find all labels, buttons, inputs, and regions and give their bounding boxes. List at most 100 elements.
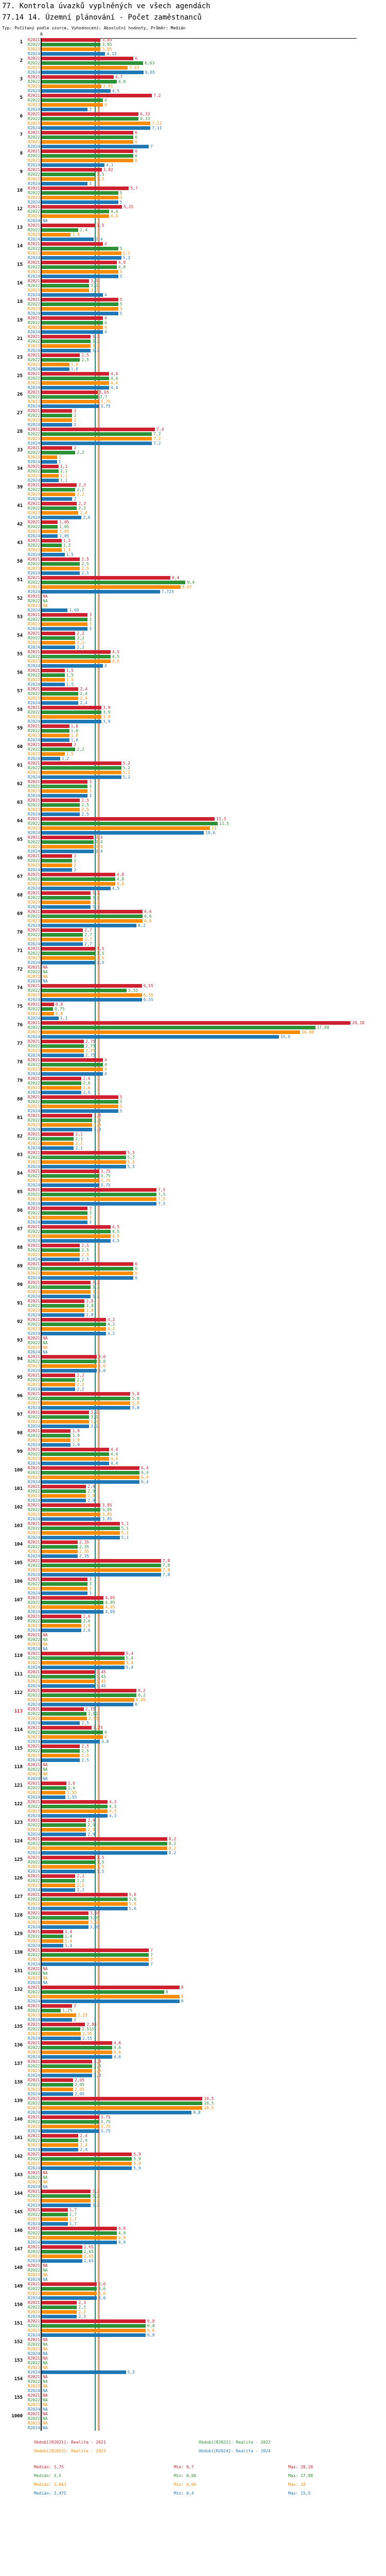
bar[interactable]	[42, 1239, 111, 1243]
bar[interactable]	[42, 2255, 82, 2258]
bar[interactable]	[42, 993, 142, 997]
bar[interactable]	[42, 483, 77, 487]
bar[interactable]	[42, 1054, 84, 1057]
bar[interactable]	[42, 1846, 167, 1850]
bar[interactable]	[42, 2009, 61, 2012]
bar[interactable]	[42, 335, 91, 338]
bar[interactable]	[42, 673, 65, 677]
bar[interactable]	[42, 2027, 80, 2031]
bar[interactable]	[42, 655, 111, 658]
bar[interactable]	[42, 511, 79, 515]
bar[interactable]	[42, 1285, 91, 1289]
bar[interactable]	[42, 247, 118, 250]
bar[interactable]	[42, 942, 83, 946]
bar[interactable]	[42, 553, 65, 556]
bar[interactable]	[42, 2055, 112, 2059]
bar[interactable]	[42, 1095, 118, 1099]
bar[interactable]	[42, 1907, 128, 1910]
bar[interactable]	[42, 395, 98, 399]
bar[interactable]	[42, 2213, 68, 2216]
bar[interactable]	[42, 233, 71, 236]
bar[interactable]	[42, 2236, 117, 2240]
bar[interactable]	[42, 340, 91, 343]
bar[interactable]	[42, 1935, 63, 1938]
bar[interactable]	[42, 1522, 120, 1526]
bar[interactable]	[42, 1471, 140, 1475]
bar[interactable]	[42, 854, 73, 858]
bar[interactable]	[42, 557, 80, 561]
bar[interactable]	[42, 2143, 79, 2147]
bar[interactable]	[42, 1290, 91, 1294]
bar[interactable]	[42, 771, 121, 774]
bar[interactable]	[42, 1911, 89, 1915]
bar[interactable]	[42, 2046, 112, 2049]
bar[interactable]	[42, 1819, 86, 1822]
bar[interactable]	[42, 928, 83, 932]
bar[interactable]	[42, 2241, 117, 2244]
bar[interactable]	[42, 349, 91, 352]
bar[interactable]	[42, 145, 149, 148]
bar[interactable]	[42, 1508, 101, 1512]
bar[interactable]	[42, 2310, 77, 2314]
bar[interactable]	[42, 1624, 82, 1628]
bar[interactable]	[42, 859, 73, 862]
bar[interactable]	[42, 1795, 66, 1799]
bar[interactable]	[42, 1304, 85, 1308]
bar[interactable]	[42, 822, 218, 825]
bar[interactable]	[42, 469, 59, 473]
bar[interactable]	[42, 952, 96, 955]
bar[interactable]	[42, 1105, 118, 1108]
bar[interactable]	[42, 502, 77, 505]
bar[interactable]	[42, 251, 121, 255]
bar[interactable]	[42, 1995, 180, 1998]
bar[interactable]	[42, 1740, 100, 1743]
bar[interactable]	[42, 2139, 79, 2142]
bar[interactable]	[42, 182, 88, 185]
bar[interactable]	[42, 1564, 161, 1567]
bar[interactable]	[42, 724, 69, 728]
bar[interactable]	[42, 659, 111, 663]
bar[interactable]	[42, 562, 80, 566]
bar[interactable]	[42, 692, 79, 696]
bar[interactable]	[42, 789, 88, 793]
bar[interactable]	[42, 1814, 108, 1818]
bar[interactable]	[42, 530, 58, 533]
bar[interactable]	[42, 228, 79, 232]
bar[interactable]	[42, 627, 88, 631]
bar[interactable]	[42, 1749, 80, 1753]
bar[interactable]	[42, 326, 103, 329]
bar[interactable]	[42, 358, 80, 362]
bar[interactable]	[42, 808, 80, 811]
bar[interactable]	[42, 1596, 104, 1600]
bar[interactable]	[42, 2018, 73, 2022]
bar[interactable]	[42, 409, 73, 413]
bar[interactable]	[42, 2092, 73, 2096]
bar[interactable]	[42, 636, 76, 640]
bar[interactable]	[42, 882, 115, 886]
bar[interactable]	[42, 177, 96, 181]
bar[interactable]	[42, 1689, 137, 1692]
bar[interactable]	[42, 1216, 88, 1219]
bar[interactable]	[42, 1897, 128, 1901]
bar[interactable]	[42, 1253, 80, 1257]
bar[interactable]	[42, 669, 65, 672]
bar[interactable]	[42, 1559, 161, 1563]
bar[interactable]	[42, 887, 111, 890]
bar[interactable]	[42, 149, 134, 153]
bar[interactable]	[42, 386, 109, 389]
bar[interactable]	[42, 140, 134, 144]
bar[interactable]	[42, 2190, 91, 2193]
bar[interactable]	[42, 2315, 77, 2318]
bar[interactable]	[42, 896, 91, 900]
bar[interactable]	[42, 2301, 77, 2304]
bar[interactable]	[42, 2245, 82, 2249]
bar[interactable]	[42, 1545, 78, 1549]
bar[interactable]	[42, 1309, 85, 1312]
bar[interactable]	[42, 919, 143, 923]
bar[interactable]	[42, 2227, 117, 2230]
bar[interactable]	[42, 1587, 88, 1590]
bar[interactable]	[42, 1986, 180, 1989]
bar[interactable]	[42, 1661, 125, 1665]
bar[interactable]	[42, 1327, 106, 1331]
bar[interactable]	[42, 1383, 76, 1386]
